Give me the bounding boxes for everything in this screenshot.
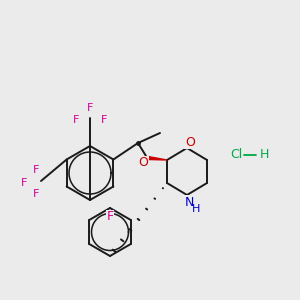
- Text: F: F: [101, 115, 107, 125]
- Text: H: H: [260, 148, 269, 161]
- Text: F: F: [33, 189, 39, 199]
- Text: O: O: [185, 136, 195, 148]
- Text: F: F: [21, 178, 27, 188]
- Text: O: O: [138, 157, 148, 169]
- Text: F: F: [73, 115, 79, 125]
- Text: F: F: [33, 165, 39, 175]
- Text: H: H: [192, 204, 200, 214]
- Polygon shape: [148, 157, 167, 160]
- Text: F: F: [106, 211, 114, 224]
- Text: Cl: Cl: [230, 148, 242, 161]
- Text: N: N: [184, 196, 194, 208]
- Text: F: F: [87, 103, 93, 113]
